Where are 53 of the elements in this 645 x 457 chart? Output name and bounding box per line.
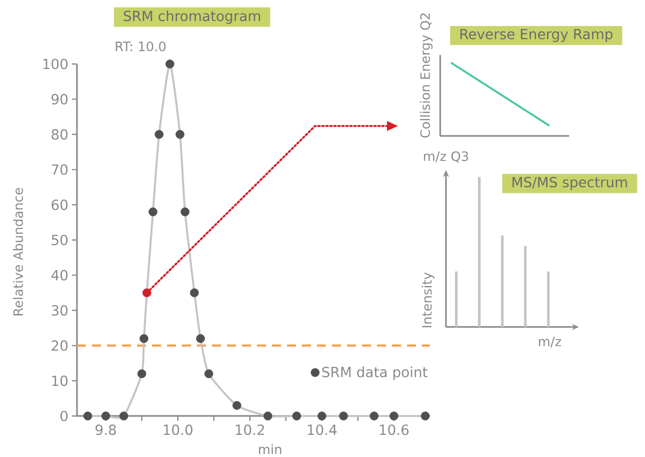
point [232, 401, 242, 410]
point [148, 207, 158, 216]
point [317, 412, 326, 420]
bar [547, 272, 550, 327]
bar [478, 177, 481, 327]
chart-title: SRM chromatogram [124, 10, 260, 24]
point [196, 334, 205, 343]
x-axis-title: min [259, 444, 282, 454]
y-axis-title: Relative Abundance [12, 188, 24, 316]
y-tick-label: 100 [43, 58, 68, 70]
point [190, 288, 199, 298]
y-axis-title: Collision Energy Q2 [420, 13, 433, 138]
legend-label: SRM data point [322, 366, 428, 380]
point [204, 369, 214, 378]
point [370, 412, 379, 420]
x-tick-label: 10.4 [308, 424, 337, 436]
y-tick-label: 0 [60, 410, 68, 422]
bar [501, 236, 504, 327]
point [180, 207, 190, 216]
x-tick-label: 9.8 [96, 424, 116, 436]
point [137, 369, 146, 378]
point [339, 412, 348, 420]
point [263, 412, 272, 420]
point [83, 412, 92, 420]
point [119, 412, 128, 420]
y-tick-label: 40 [51, 270, 68, 280]
y-tick-label: 70 [52, 164, 68, 175]
point [390, 412, 398, 420]
point [154, 130, 164, 139]
y-tick-label: 20 [52, 340, 68, 351]
point [101, 412, 110, 420]
y-tick-label: 80 [52, 129, 68, 140]
x-axis-title: m/z [538, 336, 562, 348]
annotation: m/z Q3 [424, 151, 468, 163]
point [165, 60, 174, 68]
chart-title: Reverse Energy Ramp [460, 28, 612, 42]
bar [455, 272, 458, 327]
point [292, 412, 302, 420]
y-axis-title: Intensity [422, 272, 434, 328]
point [420, 412, 430, 420]
y-tick-label: 50 [52, 234, 68, 246]
x-tick-label: 10.6 [380, 424, 409, 436]
point [140, 334, 148, 343]
x-tick-label: 10.2 [236, 424, 264, 436]
x-tick-label: 10.0 [164, 424, 192, 436]
y-tick-label: 60 [52, 200, 68, 210]
bar [524, 246, 527, 327]
text: RT: 10.0 [116, 41, 166, 52]
point [176, 130, 184, 139]
y-tick-label: 10 [52, 376, 68, 386]
y-tick-label: 90 [52, 94, 68, 104]
y-tick-label: 30 [52, 305, 68, 316]
chart-title: MS/MS spectrum [512, 176, 627, 190]
